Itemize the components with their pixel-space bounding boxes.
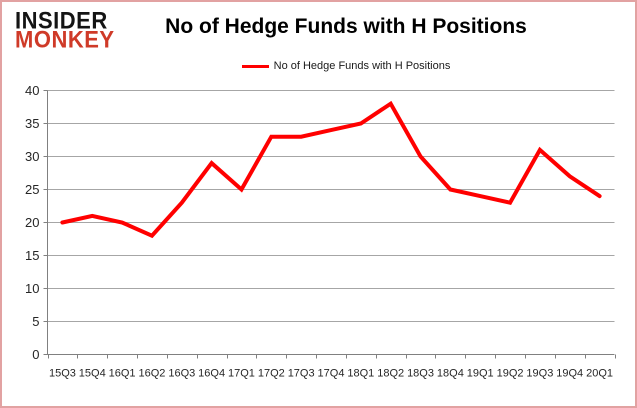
x-tick-label: 18Q1 xyxy=(347,368,374,380)
x-tick-label: 19Q1 xyxy=(467,368,494,380)
x-tick-label: 16Q4 xyxy=(198,368,225,380)
y-tick-label: 40 xyxy=(25,83,39,98)
x-tick-label: 18Q3 xyxy=(407,368,434,380)
y-tick-label: 10 xyxy=(25,281,39,296)
x-tick-label: 17Q4 xyxy=(318,368,345,380)
y-tick-label: 0 xyxy=(32,347,39,362)
x-tick-label: 18Q2 xyxy=(377,368,404,380)
y-tick-label: 35 xyxy=(25,116,39,131)
legend-line-swatch xyxy=(241,64,269,68)
logo-text-monkey: MONKEY xyxy=(15,26,115,54)
x-tick-label: 18Q4 xyxy=(437,368,464,380)
x-tick-label: 19Q2 xyxy=(497,368,524,380)
y-tick-label: 20 xyxy=(25,215,39,230)
chart-legend: No of Hedge Funds with H Positions xyxy=(2,60,635,72)
x-tick-label: 19Q4 xyxy=(556,368,583,380)
x-tick-label: 17Q2 xyxy=(258,368,285,380)
x-tick-label: 16Q1 xyxy=(109,368,136,380)
x-tick-label: 19Q3 xyxy=(526,368,553,380)
chart-title: No of Hedge Funds with H Positions xyxy=(165,15,527,38)
x-tick-label: 16Q3 xyxy=(168,368,195,380)
x-tick-label: 20Q1 xyxy=(586,368,613,380)
y-tick-label: 30 xyxy=(25,149,39,164)
logo-text-insider: INSIDER xyxy=(15,6,108,34)
x-tick-label: 15Q4 xyxy=(79,368,106,380)
y-tick-label: 5 xyxy=(32,314,39,329)
insider-monkey-logo: INSIDER MONKEY xyxy=(15,6,115,54)
y-tick-label: 25 xyxy=(25,182,39,197)
x-tick-label: 17Q3 xyxy=(288,368,315,380)
x-tick-label: 16Q2 xyxy=(138,368,165,380)
legend-label: No of Hedge Funds with H Positions xyxy=(273,60,451,72)
x-tick-label: 17Q1 xyxy=(228,368,255,380)
x-tick-label: 15Q3 xyxy=(49,368,76,380)
y-tick-label: 15 xyxy=(25,248,39,263)
series-line-hedge-funds xyxy=(60,100,602,239)
